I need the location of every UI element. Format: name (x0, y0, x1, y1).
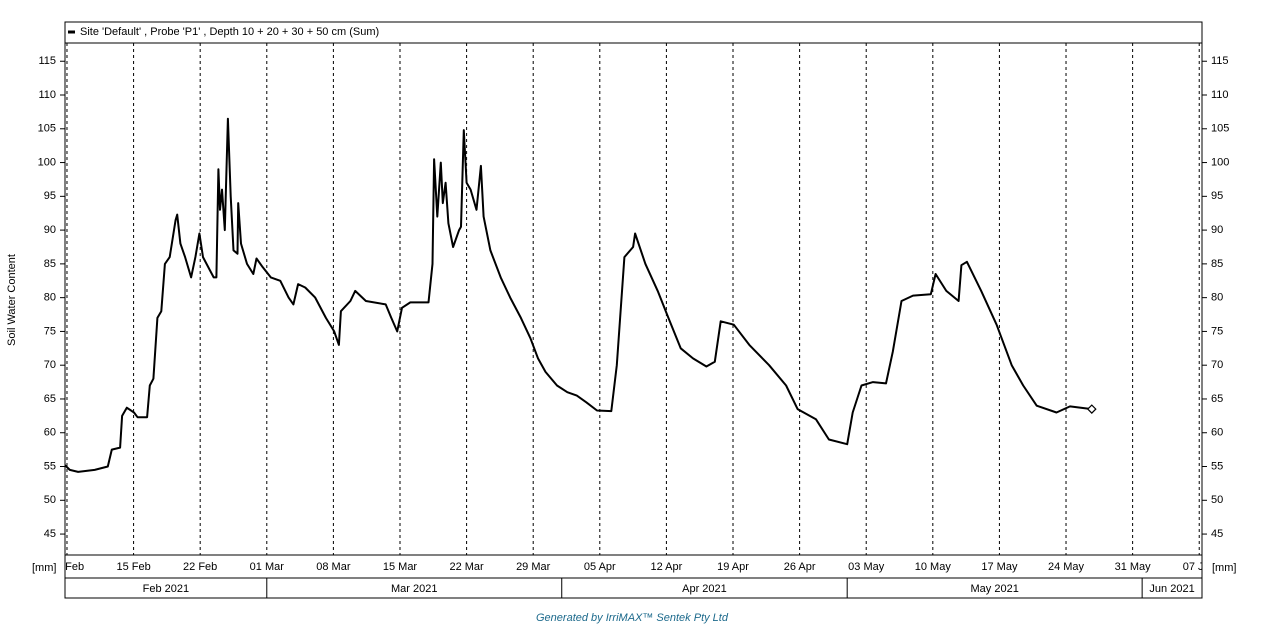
y-tick-label: 65 (44, 393, 56, 405)
legend-label: Site 'Default' , Probe 'P1' , Depth 10 +… (80, 26, 379, 38)
y-tick-label: 105 (1211, 123, 1229, 135)
y-tick-label: 75 (1211, 325, 1223, 337)
plot (65, 117, 1097, 473)
y-tick-label: 65 (1211, 393, 1223, 405)
x-tick-label: 15 Mar (383, 561, 418, 573)
y-tick-label: 90 (1211, 224, 1223, 236)
month-label: Jun 2021 (1149, 583, 1194, 595)
series-line (65, 117, 1092, 473)
x-tick-label: 01 Mar (250, 561, 285, 573)
y-tick-label: 50 (44, 494, 56, 506)
plot-frame (64, 42, 1203, 556)
month-label: Mar 2021 (391, 583, 437, 595)
month-label: Feb 2021 (143, 583, 189, 595)
x-tick-label: 03 May (848, 561, 885, 573)
y-tick-label: 90 (44, 224, 56, 236)
x-tick-label: 10 May (915, 561, 952, 573)
unit-label: [mm] (32, 562, 56, 574)
footer: Generated by IrriMAX™ Sentek Pty Ltd (536, 612, 729, 624)
y-tick-label: 100 (38, 156, 56, 168)
y-tick-label: 100 (1211, 156, 1229, 168)
y-tick-label: 115 (1211, 55, 1229, 67)
unit-label: [mm] (1212, 562, 1236, 574)
y-tick-label: 105 (38, 123, 56, 135)
y-tick-label: 60 (1211, 427, 1223, 439)
x-tick-label: 22 Feb (183, 561, 217, 573)
y-tick-label: 95 (44, 190, 56, 202)
y-tick-label: 50 (1211, 494, 1223, 506)
end-marker (1086, 404, 1097, 414)
y-axis-label: Soil Water Content (6, 254, 18, 346)
y-tick-label: 85 (1211, 258, 1223, 270)
y-tick-label: 115 (38, 55, 56, 67)
x-tick-label: 08 Feb (50, 561, 84, 573)
y-tick-label: 110 (38, 89, 56, 101)
x-tick-label: 08 Mar (316, 561, 351, 573)
y-tick-label: 80 (1211, 292, 1223, 304)
x-axis-frame (64, 554, 1203, 599)
y-tick-label: 45 (1211, 528, 1223, 540)
month-label: May 2021 (971, 583, 1019, 595)
y-tick-label: 80 (44, 292, 56, 304)
x-tick-label: 17 May (981, 561, 1018, 573)
x-tick-label: 26 Apr (784, 561, 816, 573)
x-tick-label: 31 May (1115, 561, 1152, 573)
y-tick-label: 110 (1211, 89, 1229, 101)
x-tick-label: 05 Apr (584, 561, 616, 573)
x-tick-label: 22 Mar (449, 561, 484, 573)
y-tick-label: 55 (44, 460, 56, 472)
y-tick-label: 85 (44, 258, 56, 270)
y-tick-label: 95 (1211, 190, 1223, 202)
y-tick-label: 75 (44, 325, 56, 337)
y-tick-label: 70 (1211, 359, 1223, 371)
x-tick-label: 15 Feb (116, 561, 150, 573)
y-tick-label: 55 (1211, 460, 1223, 472)
y-tick-label: 70 (44, 359, 56, 371)
x-tick-labels: 08 Feb 15 Feb 22 Feb 01 Mar 08 Mar 15 Mar 22 M… (50, 561, 1216, 573)
x-tick-label: 29 Mar (516, 561, 551, 573)
month-label: Apr 2021 (682, 583, 727, 595)
x-tick-label: 19 Apr (717, 561, 749, 573)
y-tick-label: 60 (44, 427, 56, 439)
x-tick-label: 07 Jun (1183, 561, 1216, 573)
grid: 45 45 50 50 55 55 60 60 65 65 70 70 75 75 80 80 85 85 90 90… (38, 43, 1229, 598)
x-tick-label: 24 May (1048, 561, 1085, 573)
y-tick-label: 45 (44, 528, 56, 540)
x-tick-label: 12 Apr (650, 561, 682, 573)
